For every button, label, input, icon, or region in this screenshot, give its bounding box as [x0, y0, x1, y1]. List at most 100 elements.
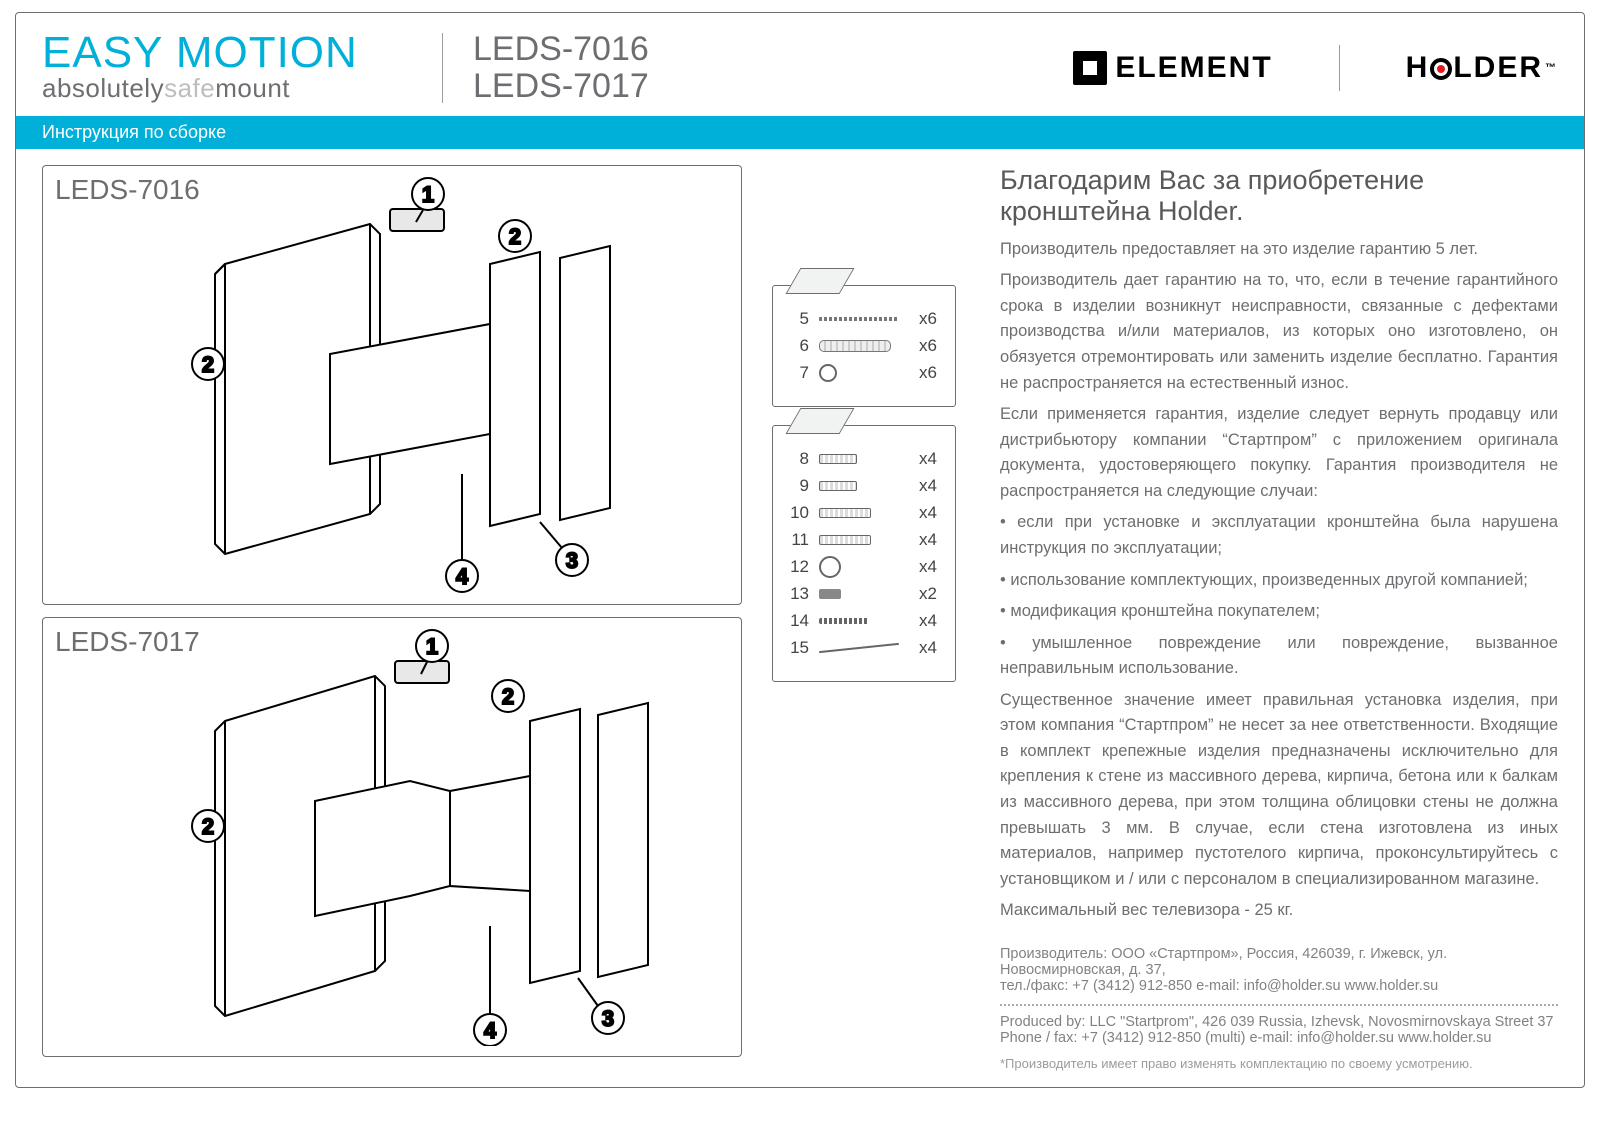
warranty-p3: Если применяется гарантия, изделие следу… [1000, 402, 1558, 504]
part-number: 15 [787, 638, 809, 658]
footer-ru1: Производитель: ООО «Стартпром», Россия, … [1000, 946, 1558, 978]
bolt-s-icon [819, 478, 909, 494]
svg-text:2: 2 [502, 684, 514, 709]
diagram-title: LEDS-7017 [55, 626, 200, 658]
part-number: 9 [787, 476, 809, 496]
footer-en2: Phone / fax: +7 (3412) 912-850 (multi) e… [1000, 1030, 1558, 1046]
parts-column: 5x66x67x6 8x49x410x411x412x413x214x415x4 [764, 165, 964, 1071]
part-qty: x4 [919, 557, 937, 577]
exclusion-item: модификация кронштейна покупателем; [1000, 599, 1558, 625]
parts-row: 14 x4 [787, 611, 937, 631]
warranty-p1: Производитель предоставляет на это издел… [1000, 237, 1558, 263]
svg-text:1: 1 [422, 182, 434, 207]
diagram-7016: LEDS-7016 [42, 165, 742, 605]
parts-row: 15 x4 [787, 638, 937, 658]
subheader-bar: Инструкция по сборке [16, 116, 1584, 149]
parts-card-a: 5 x6 6x6 7 x6 [772, 285, 956, 407]
install-note: Существенное значение имеет правильная у… [1000, 688, 1558, 893]
holder-logo-dot-icon [1430, 58, 1452, 80]
title-bottom-a: absolutely [42, 73, 164, 103]
svg-text:4: 4 [484, 1018, 497, 1043]
part-qty: x4 [919, 476, 937, 496]
svg-text:3: 3 [566, 548, 578, 573]
stud-icon [819, 586, 909, 602]
tap-icon [819, 613, 909, 629]
footer-ru2: тел./факс: +7 (3412) 912-850 e-mail: inf… [1000, 978, 1558, 994]
divider-icon [1339, 45, 1340, 91]
diagram-7016-svg: 1 2 2 3 4 [190, 174, 660, 594]
title-top: EASY MOTION [42, 33, 412, 73]
part-number: 6 [787, 336, 809, 356]
header: EASY MOTION absolutelysafemount LEDS-701… [16, 13, 1584, 116]
parts-row: 7 x6 [787, 363, 937, 383]
holder-logo-left: H [1406, 51, 1430, 85]
model-a: LEDS-7016 [473, 31, 649, 68]
element-logo: ELEMENT [1073, 51, 1272, 85]
svg-text:2: 2 [509, 224, 521, 249]
parts-row: 5 x6 [787, 309, 937, 329]
part-qty: x2 [919, 584, 937, 604]
diagram-7017-svg: 1 2 2 3 4 [190, 626, 660, 1046]
svg-text:2: 2 [202, 814, 214, 839]
plug-icon [819, 338, 909, 354]
bolt-m-icon [819, 505, 909, 521]
part-number: 10 [787, 503, 809, 523]
title-bottom-c: mount [215, 73, 290, 103]
washer-icon [819, 365, 909, 381]
diagram-column: LEDS-7016 [42, 165, 742, 1071]
parts-row: 8x4 [787, 449, 937, 469]
model-numbers: LEDS-7016 LEDS-7017 [473, 31, 649, 106]
svg-text:3: 3 [602, 1006, 614, 1031]
holder-logo-tm: ™ [1545, 62, 1558, 74]
part-number: 11 [787, 530, 809, 550]
parts-row: 10 x4 [787, 503, 937, 523]
part-qty: x4 [919, 503, 937, 523]
svg-text:4: 4 [456, 564, 469, 589]
parts-row: 11 x4 [787, 530, 937, 550]
page: EASY MOTION absolutelysafemount LEDS-701… [15, 12, 1585, 1088]
screw-long-icon [819, 311, 909, 327]
exclusion-list: если при установке и эксплуатации кроншт… [1000, 510, 1558, 681]
text-column: Благодарим Вас за приобретение кронштейн… [986, 165, 1558, 1071]
part-qty: x6 [919, 309, 937, 329]
svg-text:2: 2 [202, 352, 214, 377]
parts-row: 6x6 [787, 336, 937, 356]
parts-row: 13 x2 [787, 584, 937, 604]
parts-row: 9 x4 [787, 476, 937, 496]
diagram-7017: LEDS-7017 1 [42, 617, 742, 1057]
exclusion-item: использование комплектующих, произведенн… [1000, 568, 1558, 594]
warranty-p2: Производитель дает гарантию на то, что, … [1000, 268, 1558, 396]
logo-row: ELEMENT HLDER™ [1073, 45, 1558, 91]
title-bottom: absolutelysafemount [42, 73, 412, 104]
title-bottom-b: safe [164, 73, 215, 103]
thank-you-heading: Благодарим Вас за приобретение кронштейн… [1000, 165, 1558, 227]
part-number: 13 [787, 584, 809, 604]
exclusion-item: если при установке и эксплуатации кроншт… [1000, 510, 1558, 561]
part-number: 5 [787, 309, 809, 329]
footer-note: *Производитель имеет право изменять комп… [1000, 1056, 1558, 1071]
header-title-block: EASY MOTION absolutelysafemount [42, 33, 412, 104]
ring-icon [819, 559, 909, 575]
svg-text:1: 1 [426, 634, 438, 659]
part-qty: x4 [919, 449, 937, 469]
part-number: 7 [787, 363, 809, 383]
footer-block: Производитель: ООО «Стартпром», Россия, … [1000, 946, 1558, 1071]
bolt-s-icon [819, 451, 909, 467]
parts-card-b: 8x49x410x411x412x413x214x415x4 [772, 425, 956, 682]
element-logo-text: ELEMENT [1115, 51, 1272, 85]
bolt-m-icon [819, 532, 909, 548]
element-logo-icon [1073, 51, 1107, 85]
part-qty: x4 [919, 611, 937, 631]
card-flap-icon [786, 268, 855, 294]
tie-icon [819, 640, 909, 656]
body: LEDS-7016 [16, 149, 1584, 1087]
part-qty: x6 [919, 363, 937, 383]
model-b: LEDS-7017 [473, 68, 649, 105]
diagram-title: LEDS-7016 [55, 174, 200, 206]
divider-icon [442, 33, 443, 103]
dotted-separator-icon [1000, 1004, 1558, 1006]
max-weight: Максимальный вес телевизора - 25 кг. [1000, 898, 1558, 924]
part-number: 14 [787, 611, 809, 631]
part-qty: x4 [919, 530, 937, 550]
part-qty: x4 [919, 638, 937, 658]
